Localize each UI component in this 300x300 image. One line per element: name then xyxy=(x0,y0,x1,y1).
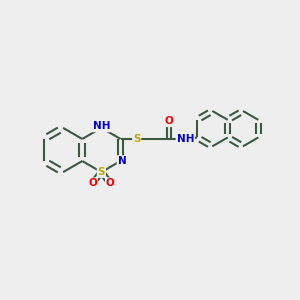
Text: NH: NH xyxy=(176,134,194,144)
Text: N: N xyxy=(118,156,126,166)
Text: O: O xyxy=(88,178,97,188)
Text: O: O xyxy=(165,116,173,126)
Text: O: O xyxy=(106,178,115,188)
Text: NH: NH xyxy=(93,122,110,131)
Text: S: S xyxy=(98,167,105,177)
Text: S: S xyxy=(133,134,140,144)
